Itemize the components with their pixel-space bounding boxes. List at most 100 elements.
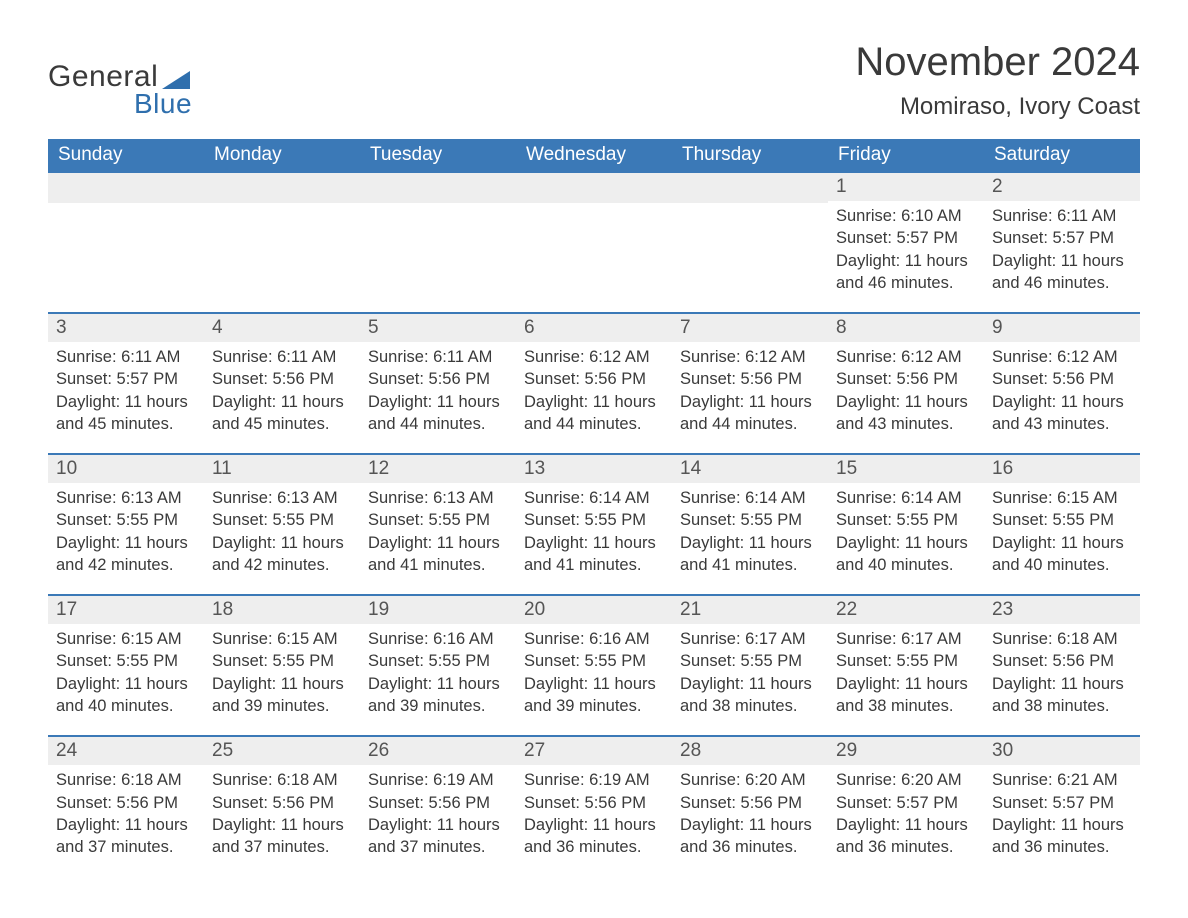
day-body: Sunrise: 6:15 AMSunset: 5:55 PMDaylight:… [984, 483, 1140, 580]
day-cell: 2Sunrise: 6:11 AMSunset: 5:57 PMDaylight… [984, 173, 1140, 298]
day-body: Sunrise: 6:18 AMSunset: 5:56 PMDaylight:… [984, 624, 1140, 721]
sunset-line: Sunset: 5:56 PM [212, 368, 352, 390]
day-cell: 9Sunrise: 6:12 AMSunset: 5:56 PMDaylight… [984, 314, 1140, 439]
day-cell: 15Sunrise: 6:14 AMSunset: 5:55 PMDayligh… [828, 455, 984, 580]
day-number: 30 [984, 737, 1140, 765]
sunset-line: Sunset: 5:55 PM [836, 509, 976, 531]
day-body: Sunrise: 6:15 AMSunset: 5:55 PMDaylight:… [48, 624, 204, 721]
day-body: Sunrise: 6:20 AMSunset: 5:56 PMDaylight:… [672, 765, 828, 862]
sunset-line: Sunset: 5:55 PM [212, 650, 352, 672]
sunrise-line: Sunrise: 6:18 AM [992, 628, 1132, 650]
logo-text-blue: Blue [134, 88, 192, 120]
day-cell: 26Sunrise: 6:19 AMSunset: 5:56 PMDayligh… [360, 737, 516, 862]
day-body: Sunrise: 6:13 AMSunset: 5:55 PMDaylight:… [360, 483, 516, 580]
sunset-line: Sunset: 5:56 PM [56, 792, 196, 814]
day-number: 2 [984, 173, 1140, 201]
daylight-line: Daylight: 11 hours and 45 minutes. [56, 391, 196, 436]
empty-day-header [48, 173, 204, 203]
week-row: 1Sunrise: 6:10 AMSunset: 5:57 PMDaylight… [48, 171, 1140, 298]
day-cell [672, 173, 828, 298]
day-body: Sunrise: 6:20 AMSunset: 5:57 PMDaylight:… [828, 765, 984, 862]
sunrise-line: Sunrise: 6:11 AM [992, 205, 1132, 227]
sunset-line: Sunset: 5:56 PM [524, 368, 664, 390]
sunset-line: Sunset: 5:55 PM [56, 650, 196, 672]
sunrise-line: Sunrise: 6:16 AM [524, 628, 664, 650]
day-number: 4 [204, 314, 360, 342]
daylight-line: Daylight: 11 hours and 38 minutes. [836, 673, 976, 718]
sunrise-line: Sunrise: 6:20 AM [836, 769, 976, 791]
sunrise-line: Sunrise: 6:17 AM [680, 628, 820, 650]
sunrise-line: Sunrise: 6:19 AM [368, 769, 508, 791]
day-number: 29 [828, 737, 984, 765]
day-cell: 18Sunrise: 6:15 AMSunset: 5:55 PMDayligh… [204, 596, 360, 721]
daylight-line: Daylight: 11 hours and 41 minutes. [524, 532, 664, 577]
day-cell: 23Sunrise: 6:18 AMSunset: 5:56 PMDayligh… [984, 596, 1140, 721]
daylight-line: Daylight: 11 hours and 38 minutes. [680, 673, 820, 718]
sunrise-line: Sunrise: 6:15 AM [56, 628, 196, 650]
day-body: Sunrise: 6:21 AMSunset: 5:57 PMDaylight:… [984, 765, 1140, 862]
sunrise-line: Sunrise: 6:12 AM [836, 346, 976, 368]
sunrise-line: Sunrise: 6:14 AM [836, 487, 976, 509]
day-body: Sunrise: 6:14 AMSunset: 5:55 PMDaylight:… [672, 483, 828, 580]
weekday-header-cell: Tuesday [360, 139, 516, 171]
sunrise-line: Sunrise: 6:21 AM [992, 769, 1132, 791]
sunrise-line: Sunrise: 6:17 AM [836, 628, 976, 650]
daylight-line: Daylight: 11 hours and 44 minutes. [524, 391, 664, 436]
day-body: Sunrise: 6:14 AMSunset: 5:55 PMDaylight:… [516, 483, 672, 580]
day-body: Sunrise: 6:19 AMSunset: 5:56 PMDaylight:… [360, 765, 516, 862]
sunrise-line: Sunrise: 6:16 AM [368, 628, 508, 650]
weekday-header-cell: Friday [828, 139, 984, 171]
day-cell: 30Sunrise: 6:21 AMSunset: 5:57 PMDayligh… [984, 737, 1140, 862]
day-number: 9 [984, 314, 1140, 342]
day-body: Sunrise: 6:18 AMSunset: 5:56 PMDaylight:… [48, 765, 204, 862]
day-cell: 22Sunrise: 6:17 AMSunset: 5:55 PMDayligh… [828, 596, 984, 721]
day-cell: 29Sunrise: 6:20 AMSunset: 5:57 PMDayligh… [828, 737, 984, 862]
day-body: Sunrise: 6:12 AMSunset: 5:56 PMDaylight:… [828, 342, 984, 439]
sunset-line: Sunset: 5:55 PM [212, 509, 352, 531]
day-cell: 25Sunrise: 6:18 AMSunset: 5:56 PMDayligh… [204, 737, 360, 862]
day-body: Sunrise: 6:18 AMSunset: 5:56 PMDaylight:… [204, 765, 360, 862]
sunrise-line: Sunrise: 6:11 AM [56, 346, 196, 368]
weekday-header-cell: Monday [204, 139, 360, 171]
sunset-line: Sunset: 5:55 PM [680, 509, 820, 531]
sunrise-line: Sunrise: 6:12 AM [680, 346, 820, 368]
day-cell [360, 173, 516, 298]
day-cell: 28Sunrise: 6:20 AMSunset: 5:56 PMDayligh… [672, 737, 828, 862]
day-body: Sunrise: 6:16 AMSunset: 5:55 PMDaylight:… [360, 624, 516, 721]
weekday-header-cell: Wednesday [516, 139, 672, 171]
week-row: 10Sunrise: 6:13 AMSunset: 5:55 PMDayligh… [48, 453, 1140, 580]
daylight-line: Daylight: 11 hours and 40 minutes. [836, 532, 976, 577]
day-number: 1 [828, 173, 984, 201]
day-body: Sunrise: 6:17 AMSunset: 5:55 PMDaylight:… [672, 624, 828, 721]
sunset-line: Sunset: 5:55 PM [368, 509, 508, 531]
sunrise-line: Sunrise: 6:14 AM [524, 487, 664, 509]
day-cell: 3Sunrise: 6:11 AMSunset: 5:57 PMDaylight… [48, 314, 204, 439]
sunrise-line: Sunrise: 6:18 AM [56, 769, 196, 791]
day-cell: 4Sunrise: 6:11 AMSunset: 5:56 PMDaylight… [204, 314, 360, 439]
day-cell: 27Sunrise: 6:19 AMSunset: 5:56 PMDayligh… [516, 737, 672, 862]
day-number: 24 [48, 737, 204, 765]
day-body: Sunrise: 6:13 AMSunset: 5:55 PMDaylight:… [204, 483, 360, 580]
day-cell [204, 173, 360, 298]
daylight-line: Daylight: 11 hours and 37 minutes. [212, 814, 352, 859]
day-number: 6 [516, 314, 672, 342]
sunset-line: Sunset: 5:56 PM [680, 792, 820, 814]
day-body: Sunrise: 6:13 AMSunset: 5:55 PMDaylight:… [48, 483, 204, 580]
day-cell: 12Sunrise: 6:13 AMSunset: 5:55 PMDayligh… [360, 455, 516, 580]
day-number: 19 [360, 596, 516, 624]
day-body: Sunrise: 6:11 AMSunset: 5:57 PMDaylight:… [984, 201, 1140, 298]
sunset-line: Sunset: 5:57 PM [992, 227, 1132, 249]
sunset-line: Sunset: 5:55 PM [992, 509, 1132, 531]
daylight-line: Daylight: 11 hours and 45 minutes. [212, 391, 352, 436]
day-number: 12 [360, 455, 516, 483]
daylight-line: Daylight: 11 hours and 39 minutes. [524, 673, 664, 718]
weeks-container: 1Sunrise: 6:10 AMSunset: 5:57 PMDaylight… [48, 171, 1140, 862]
day-number: 7 [672, 314, 828, 342]
day-number: 26 [360, 737, 516, 765]
week-row: 3Sunrise: 6:11 AMSunset: 5:57 PMDaylight… [48, 312, 1140, 439]
daylight-line: Daylight: 11 hours and 37 minutes. [56, 814, 196, 859]
daylight-line: Daylight: 11 hours and 39 minutes. [212, 673, 352, 718]
weekday-header-cell: Thursday [672, 139, 828, 171]
daylight-line: Daylight: 11 hours and 39 minutes. [368, 673, 508, 718]
day-cell: 17Sunrise: 6:15 AMSunset: 5:55 PMDayligh… [48, 596, 204, 721]
